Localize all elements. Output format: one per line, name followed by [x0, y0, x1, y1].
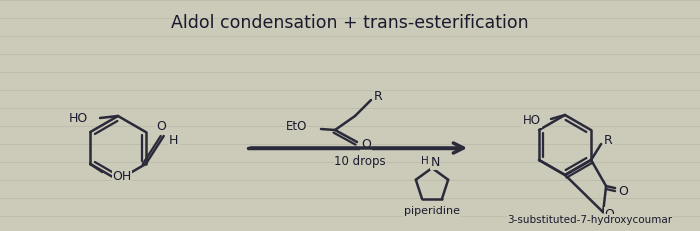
Text: O: O: [156, 121, 166, 134]
Text: N: N: [430, 156, 440, 170]
Text: O: O: [361, 137, 371, 151]
Text: EtO: EtO: [286, 119, 307, 133]
Text: HO: HO: [523, 115, 541, 128]
Text: H: H: [421, 156, 429, 166]
Text: R: R: [374, 89, 382, 103]
Text: H: H: [169, 134, 178, 146]
Text: piperidine: piperidine: [404, 206, 460, 216]
Text: 3-substituted-7-hydroxycoumar: 3-substituted-7-hydroxycoumar: [508, 215, 673, 225]
Text: HO: HO: [69, 112, 88, 125]
Text: Aldol condensation + trans-esterification: Aldol condensation + trans-esterificatio…: [172, 14, 528, 32]
Text: O: O: [618, 185, 628, 198]
Text: OH: OH: [112, 170, 132, 182]
Text: 10 drops: 10 drops: [334, 155, 386, 167]
Text: O: O: [604, 208, 614, 221]
Text: R: R: [603, 134, 612, 148]
